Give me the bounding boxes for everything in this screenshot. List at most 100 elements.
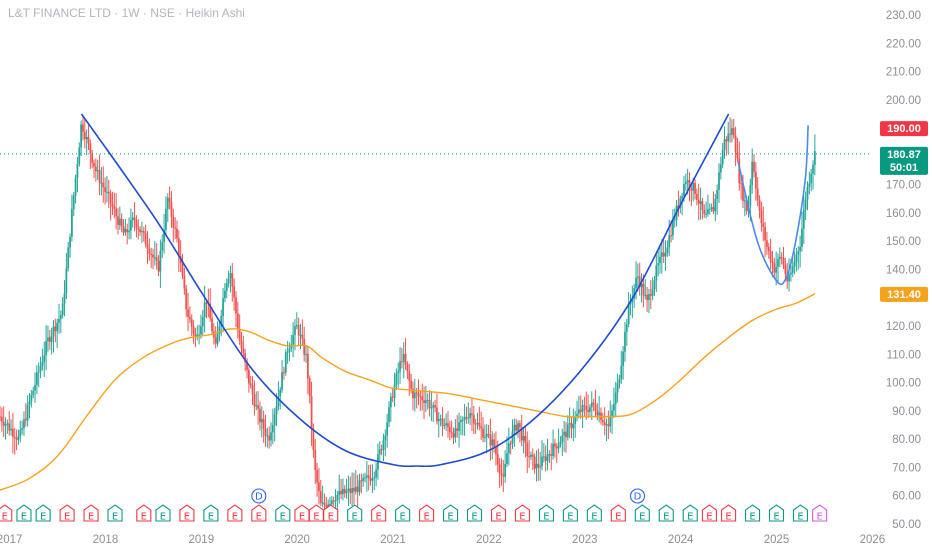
dividend-event-label: D (255, 492, 263, 503)
candle-body (799, 246, 802, 252)
candle-body (91, 153, 94, 163)
earnings-event-marker[interactable]: E (203, 504, 219, 523)
earnings-event-marker[interactable]: E (682, 504, 698, 523)
candle-body (649, 294, 652, 296)
earnings-event-marker[interactable]: E (275, 504, 291, 523)
candle-body (168, 197, 171, 202)
earnings-event-marker[interactable]: E (538, 504, 554, 523)
earnings-event-marker[interactable]: E (768, 504, 785, 523)
candle-body (437, 419, 440, 422)
candle-body (812, 164, 814, 174)
candle-body (730, 128, 733, 135)
earnings-event-marker[interactable]: E (562, 504, 578, 523)
candle-body (148, 248, 151, 254)
y-tick-label: 220.00 (886, 38, 921, 50)
earnings-event-marker[interactable]: E (634, 504, 650, 523)
candle-body (566, 424, 569, 438)
candle-body (225, 283, 228, 291)
earnings-event-marker[interactable]: E (294, 504, 310, 523)
candle-body (118, 218, 121, 225)
dividend-event-marker[interactable]: D (629, 488, 646, 504)
earnings-event-marker[interactable]: E (59, 504, 75, 523)
earnings-event-marker[interactable]: E (701, 504, 717, 523)
y-tick-label: 90.00 (892, 406, 921, 418)
candle-body (391, 396, 394, 398)
candle-body (264, 428, 267, 436)
candle-body (137, 227, 140, 230)
cup-curve-drawing[interactable] (80, 113, 730, 468)
candle-body (323, 502, 326, 505)
earnings-event-marker[interactable]: E (443, 504, 459, 523)
candle-body (631, 298, 634, 303)
candle-body (218, 326, 221, 335)
candle-body (609, 417, 612, 427)
candle-body (742, 183, 744, 201)
candle-body (448, 427, 451, 433)
earnings-event-marker[interactable]: E (792, 504, 809, 523)
candle-body (102, 182, 105, 188)
earnings-event-marker[interactable]: E (136, 504, 152, 523)
candle-body (271, 425, 274, 433)
earnings-event-marker[interactable]: E (395, 504, 411, 523)
earnings-event-marker[interactable]: E (0, 504, 13, 523)
candle-body (413, 392, 416, 399)
candle-body (56, 322, 59, 332)
earnings-event-marker[interactable]: E (323, 504, 339, 523)
candle-body (185, 288, 188, 310)
candle-body (0, 416, 3, 422)
candle-body (496, 454, 499, 465)
candle-body (463, 416, 466, 420)
candle-body (120, 218, 123, 227)
earnings-event-marker[interactable]: E (812, 504, 828, 523)
candle-body (229, 273, 232, 279)
earnings-event-marker[interactable]: E (490, 504, 507, 523)
candle-body (554, 443, 556, 447)
candle-body (222, 298, 224, 317)
candle-body (535, 463, 538, 469)
candle-body (23, 419, 25, 429)
earnings-event-marker[interactable]: E (308, 504, 324, 523)
candle-body (629, 302, 632, 305)
earnings-event-marker[interactable]: E (16, 504, 32, 523)
candle-body (589, 407, 591, 412)
handle-curve-drawing[interactable] (737, 125, 809, 286)
candle-body (657, 263, 660, 266)
earnings-event-marker[interactable]: E (658, 504, 674, 523)
candle-body (358, 480, 361, 493)
candle-body (152, 254, 154, 258)
earnings-event-marker[interactable]: E (466, 504, 483, 523)
earnings-event-marker[interactable]: E (514, 504, 531, 523)
candle-body (555, 446, 558, 449)
earnings-event-marker[interactable]: E (347, 504, 363, 523)
candle-body (760, 210, 763, 224)
earnings-event-marker[interactable]: E (179, 504, 195, 523)
earnings-event-marker[interactable]: E (155, 504, 171, 523)
y-tick-label: 60.00 (892, 491, 921, 503)
earnings-event-label: E (376, 512, 382, 523)
candle-body (273, 414, 276, 426)
earnings-event-marker[interactable]: E (586, 504, 602, 523)
earnings-event-marker[interactable]: E (610, 504, 626, 523)
candle-body (135, 220, 138, 228)
earnings-event-marker[interactable]: E (251, 504, 267, 523)
candle-body (430, 407, 433, 409)
earnings-event-marker[interactable]: E (371, 504, 387, 523)
candle-body (419, 396, 422, 398)
earnings-event-marker[interactable]: E (419, 504, 435, 523)
candle-body (786, 273, 789, 282)
candle-body (751, 161, 754, 186)
candle-body (423, 400, 425, 404)
earnings-event-marker[interactable]: E (83, 504, 99, 523)
earnings-event-marker[interactable]: E (721, 504, 737, 523)
dividend-event-marker[interactable]: D (251, 488, 267, 504)
candle-body (58, 318, 60, 323)
earnings-event-marker[interactable]: E (227, 504, 243, 523)
candle-body (662, 252, 665, 257)
candle-body (574, 416, 577, 425)
earnings-event-marker[interactable]: E (35, 504, 51, 523)
earnings-event-marker[interactable]: E (107, 504, 123, 523)
earnings-event-marker[interactable]: E (744, 504, 761, 523)
candle-body (82, 124, 84, 132)
